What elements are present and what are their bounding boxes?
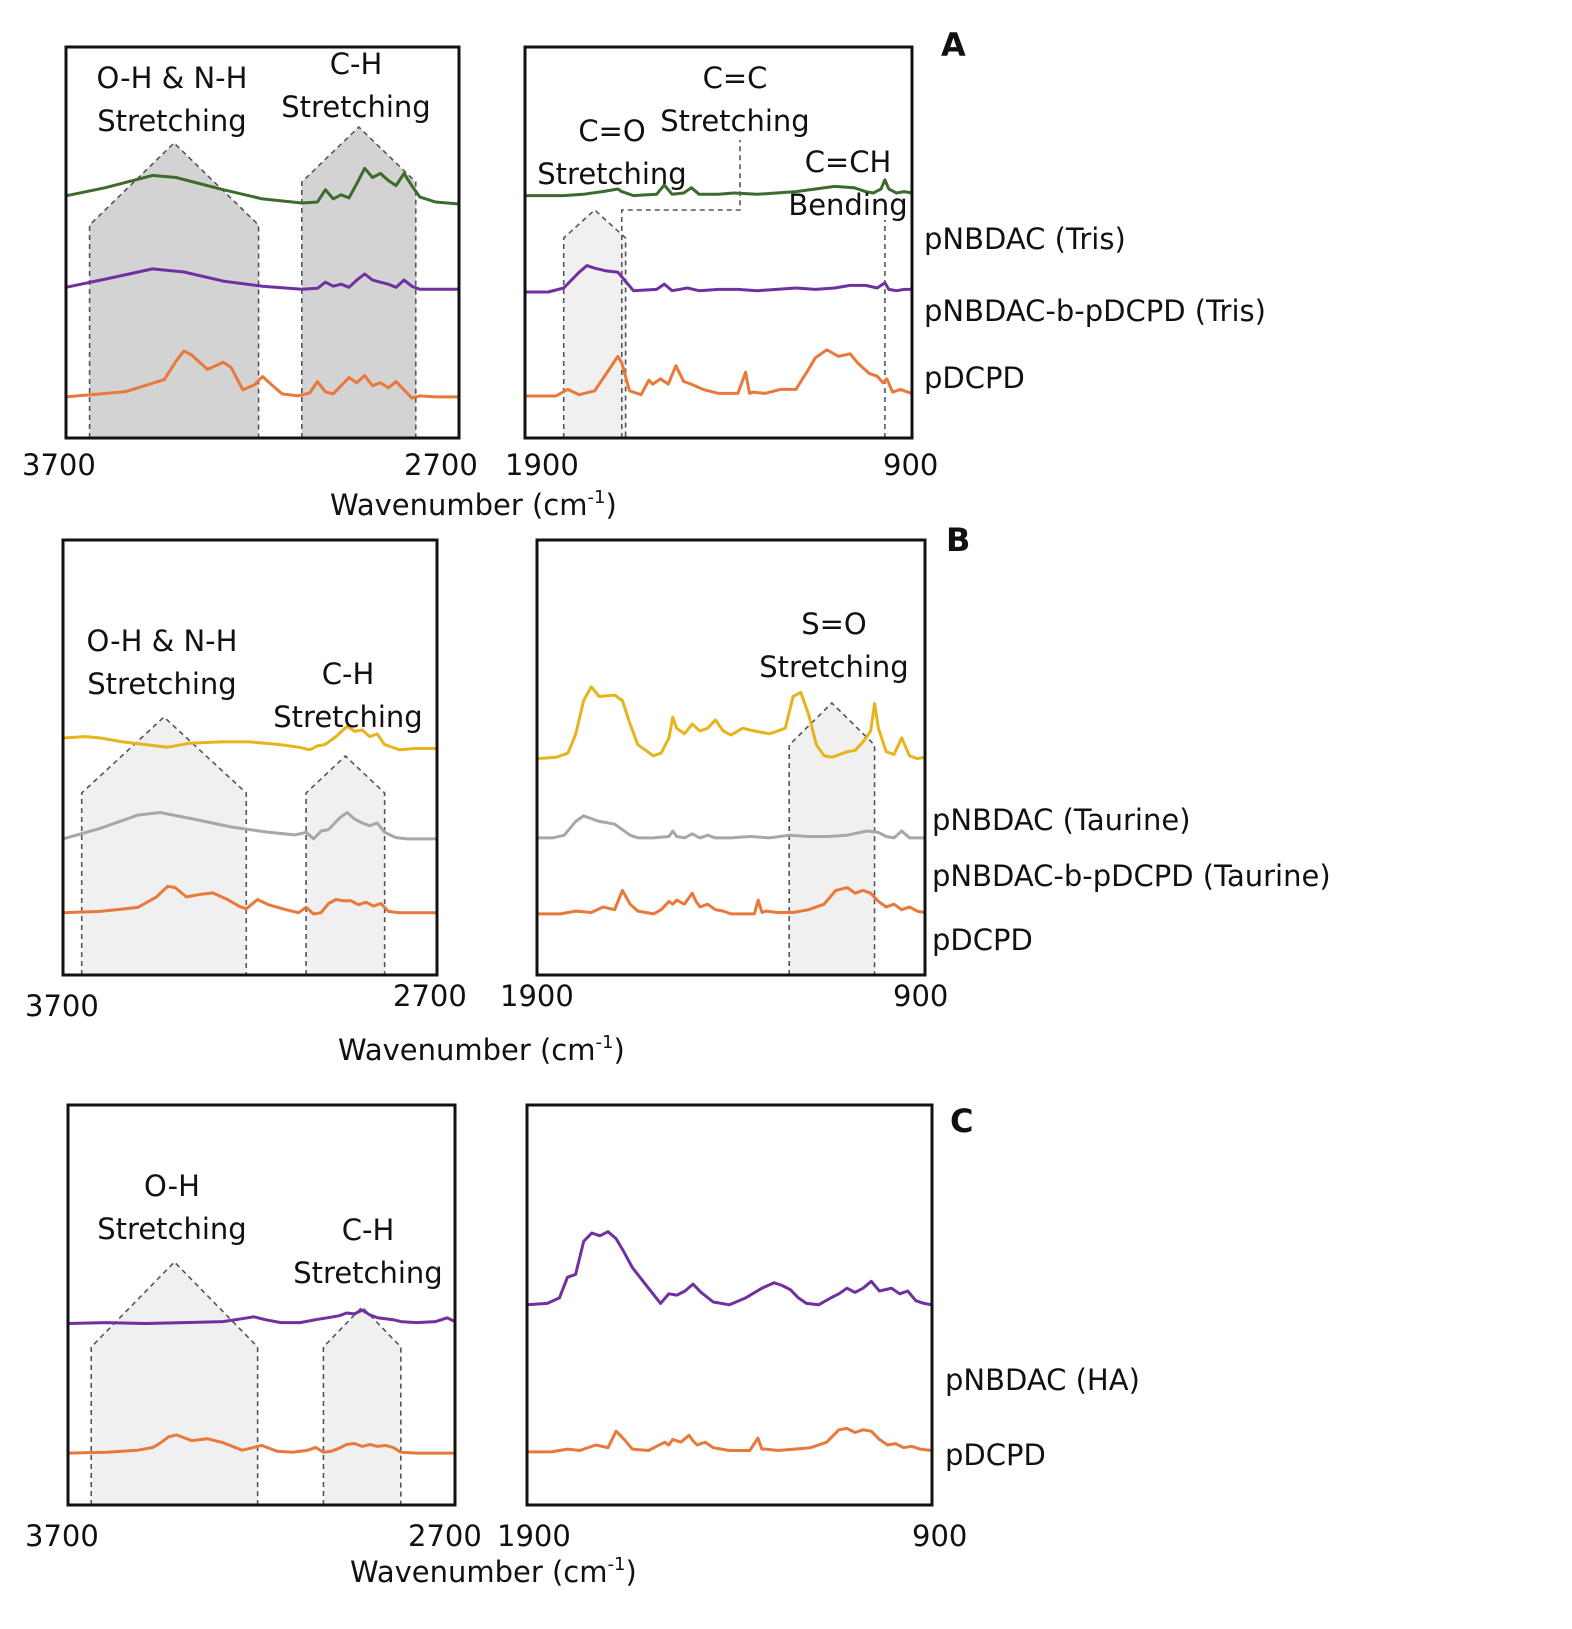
x-axis-label-c: Wavenumber (cm-1) [350, 1554, 637, 1589]
annotation-label: Bending [788, 188, 907, 222]
annotation-band [562, 208, 627, 439]
annotation-label: Stretching [273, 700, 422, 734]
series-line-pnbdac-b-pdcpd-tris [525, 264, 912, 294]
series-line-pnbdac-tris [65, 166, 460, 206]
x-tick-label: 1900 [497, 1519, 571, 1553]
series-line-pdcpd [67, 1433, 455, 1455]
x-tick-label: 1900 [505, 448, 579, 482]
annotation-label: Stretching [87, 667, 236, 701]
legend-label: pDCPD [924, 361, 1025, 395]
plot-frame [523, 45, 914, 440]
x-tick-label: 2700 [408, 1519, 482, 1553]
x-axis-label-a: Wavenumber (cm-1) [330, 487, 617, 522]
plot-frame [66, 1103, 457, 1507]
series-line-pnbdac-b-pdcpd-tris [65, 267, 459, 291]
annotation-label: C-H [342, 1213, 395, 1247]
panel-c-low: 1900 900 pNBDAC (HA) pDCPD [497, 1103, 1140, 1553]
annotation-label: O-H [144, 1169, 200, 1203]
annotation-label: S=O [801, 607, 867, 641]
series-line-pdcpd [62, 884, 437, 916]
x-tick-label: 900 [893, 979, 948, 1013]
annotation-label: C=CH [805, 145, 892, 179]
series-line-pnbdac-tris [525, 178, 913, 198]
series-line-pnbdac-ha [526, 1230, 933, 1307]
plot-frame [535, 538, 927, 977]
annotation-band [300, 125, 417, 439]
x-tick-label: 2700 [393, 979, 467, 1013]
annotation-label: C-H [330, 47, 383, 81]
legend-label: pNBDAC-b-pDCPD (Taurine) [932, 859, 1331, 893]
legend-label: pNBDAC (Tris) [924, 222, 1126, 256]
series-line-pdcpd [525, 348, 913, 398]
plot-frame [61, 538, 439, 977]
panel-label-b: B [946, 521, 970, 559]
series-line-pnbdac-taurine [62, 724, 437, 752]
x-tick-label: 900 [883, 448, 938, 482]
annotation-label: C=O [578, 114, 645, 148]
x-tick-label: 3700 [22, 448, 96, 482]
legend-label: pDCPD [945, 1438, 1046, 1472]
panel-b-high: 3700 2700 O-H & N-H Stretching C-H Stretching [25, 538, 467, 1023]
series-line-pdcpd [537, 886, 926, 916]
legend-label: pNBDAC-b-pDCPD (Tris) [924, 294, 1266, 328]
series-line-pnbdac-ha [67, 1308, 456, 1325]
annotation-label: O-H & N-H [97, 61, 248, 95]
series-line-pnbdac-b-pdcpd-taurine [537, 814, 925, 840]
annotation-label: Stretching [281, 90, 430, 124]
x-tick-label: 900 [912, 1519, 967, 1553]
series-line-pdcpd [527, 1426, 933, 1454]
plot-frame [64, 45, 461, 440]
series-line-pnbdac-b-pdcpd-taurine [62, 811, 437, 841]
annotation-label: Stretching [537, 157, 686, 191]
x-tick-label: 2700 [404, 448, 478, 482]
annotation-label: Stretching [97, 1212, 246, 1246]
panel-a-low: 1900 900 C=O Stretching C=C Stretching C=CH Ben… [505, 45, 1266, 482]
annotation-band [788, 701, 876, 976]
series-line-pdcpd [65, 349, 459, 400]
annotation-band [322, 1305, 402, 1506]
panel-c-high: 3700 2700 O-H Stretching C-H Stretching [25, 1103, 482, 1553]
annotation-band [305, 754, 386, 976]
legend-label: pNBDAC (Taurine) [932, 803, 1191, 837]
plot-frame [525, 1103, 934, 1507]
x-axis-label-b: Wavenumber (cm-1) [338, 1032, 625, 1067]
panel-label-c: C [950, 1102, 973, 1140]
series-line-pnbdac-taurine [536, 685, 926, 761]
legend-label: pDCPD [932, 923, 1033, 957]
panel-a-high: 3700 2700 O-H & N-H Stretching C-H Stretching [22, 45, 478, 482]
x-tick-label: 3700 [25, 1519, 99, 1553]
annotation-label: Stretching [759, 650, 908, 684]
annotation-label: C=C [703, 61, 768, 95]
annotation-label: C-H [322, 657, 375, 691]
plot-layer: 3700 2700 O-H & N-H Stretching C-H Stretching… [22, 45, 1331, 1553]
x-tick-label: 1900 [500, 979, 574, 1013]
legend-label: pNBDAC (HA) [945, 1363, 1140, 1397]
panel-b-low: 1900 900 S=O Stretching pNBDAC (Taurine) pNBD… [500, 538, 1331, 1013]
annotation-marker-line [620, 140, 741, 438]
annotation-label: O-H & N-H [87, 624, 238, 658]
annotation-label: Stretching [97, 104, 246, 138]
panel-label-a: A [941, 26, 966, 64]
x-tick-label: 3700 [25, 989, 99, 1023]
annotation-label: Stretching [660, 104, 809, 138]
annotation-label: Stretching [293, 1256, 442, 1290]
